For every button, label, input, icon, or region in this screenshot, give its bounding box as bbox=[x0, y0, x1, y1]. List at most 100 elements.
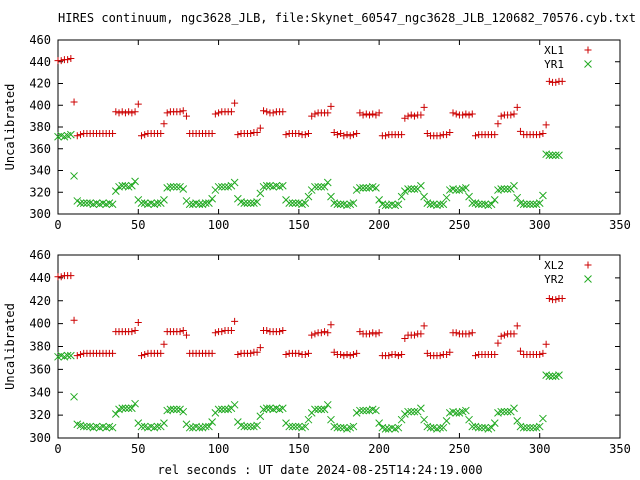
data-point bbox=[404, 185, 412, 193]
data-point bbox=[221, 182, 229, 191]
x-tick-label: 350 bbox=[609, 218, 631, 232]
data-point bbox=[420, 415, 428, 424]
data-point bbox=[459, 111, 467, 119]
data-point bbox=[519, 200, 528, 209]
data-point bbox=[391, 351, 399, 359]
data-point bbox=[536, 131, 544, 139]
x-tick-label: 50 bbox=[131, 442, 145, 456]
data-point bbox=[134, 100, 142, 108]
legend-label: YR1 bbox=[544, 58, 564, 71]
data-point bbox=[526, 423, 534, 432]
data-point bbox=[179, 185, 188, 193]
x-tick-label: 150 bbox=[288, 218, 310, 232]
data-point bbox=[134, 318, 142, 326]
data-point bbox=[247, 349, 255, 357]
data-point bbox=[108, 200, 117, 209]
plot-frame bbox=[57, 39, 621, 215]
data-point bbox=[295, 349, 303, 357]
data-point bbox=[109, 349, 117, 357]
data-point bbox=[269, 109, 277, 117]
legend-marker bbox=[584, 60, 592, 68]
data-point bbox=[503, 185, 512, 193]
data-point bbox=[128, 404, 136, 413]
y-tick-label: 440 bbox=[29, 55, 51, 69]
data-point bbox=[513, 416, 522, 425]
data-point bbox=[507, 111, 515, 119]
data-point bbox=[353, 349, 361, 357]
data-point bbox=[510, 181, 518, 190]
data-point bbox=[208, 194, 217, 203]
data-point bbox=[474, 200, 483, 209]
data-point bbox=[282, 131, 290, 139]
data-point bbox=[346, 132, 354, 140]
data-point bbox=[121, 404, 130, 413]
series-YR1 bbox=[54, 130, 563, 210]
data-point bbox=[301, 131, 309, 139]
data-point bbox=[246, 199, 255, 207]
x-tick-label: 0 bbox=[54, 442, 61, 456]
data-point bbox=[320, 182, 329, 191]
data-point bbox=[256, 124, 264, 132]
data-point bbox=[231, 99, 239, 107]
x-tick-label: 150 bbox=[288, 442, 310, 456]
data-point bbox=[513, 322, 521, 330]
data-point bbox=[497, 407, 506, 416]
data-point bbox=[500, 185, 509, 193]
data-point bbox=[394, 423, 403, 432]
data-point bbox=[352, 186, 361, 194]
data-point bbox=[137, 199, 146, 207]
data-point bbox=[491, 351, 499, 359]
data-point bbox=[497, 112, 505, 120]
data-point bbox=[372, 330, 380, 338]
legend-label: XL1 bbox=[544, 44, 564, 57]
data-point bbox=[336, 200, 345, 209]
data-point bbox=[452, 408, 461, 417]
data-point bbox=[234, 131, 242, 139]
data-point bbox=[558, 294, 566, 302]
data-point bbox=[420, 192, 428, 201]
data-point bbox=[153, 199, 162, 207]
data-point bbox=[291, 422, 300, 431]
y-tick-label: 340 bbox=[29, 385, 51, 399]
data-point bbox=[327, 192, 335, 201]
data-point bbox=[366, 111, 374, 119]
data-point bbox=[301, 199, 310, 207]
data-point bbox=[109, 130, 117, 138]
data-point bbox=[436, 423, 445, 432]
data-point bbox=[404, 407, 412, 416]
data-point bbox=[362, 184, 371, 192]
data-point bbox=[128, 328, 136, 336]
data-point bbox=[253, 128, 261, 136]
data-point bbox=[468, 422, 477, 431]
x-tick-label: 350 bbox=[609, 442, 631, 456]
data-point bbox=[535, 422, 544, 431]
data-point bbox=[314, 405, 322, 414]
data-point bbox=[215, 109, 223, 117]
data-point bbox=[410, 331, 418, 339]
data-point bbox=[327, 415, 335, 424]
data-point bbox=[308, 331, 316, 339]
data-point bbox=[555, 371, 563, 379]
data-point bbox=[67, 272, 75, 280]
data-point bbox=[163, 109, 171, 117]
data-point bbox=[201, 199, 210, 207]
data-point bbox=[176, 182, 184, 191]
data-point bbox=[535, 199, 544, 207]
data-point bbox=[240, 199, 249, 207]
y-tick-label: 420 bbox=[29, 294, 51, 308]
data-point bbox=[276, 328, 284, 336]
data-point bbox=[420, 103, 428, 111]
data-point bbox=[311, 110, 319, 118]
data-point bbox=[128, 181, 136, 190]
data-point bbox=[67, 54, 75, 62]
data-point bbox=[301, 351, 309, 359]
data-point bbox=[410, 407, 419, 416]
data-point bbox=[558, 77, 566, 85]
data-point bbox=[426, 423, 435, 432]
data-point bbox=[487, 423, 496, 432]
data-point bbox=[79, 422, 88, 431]
data-point bbox=[243, 199, 252, 207]
data-point bbox=[214, 405, 223, 414]
legend-marker bbox=[584, 46, 592, 54]
series-XL2 bbox=[54, 272, 566, 360]
